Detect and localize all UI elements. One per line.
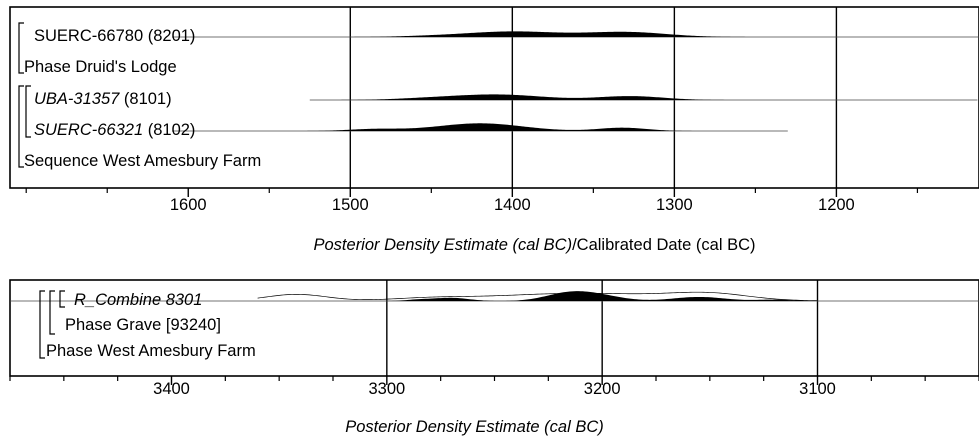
tick-label: 1300 [656, 196, 693, 214]
axis-title: Posterior Density Estimate (cal BC)/Cali… [314, 236, 756, 254]
bracket-inner [25, 85, 31, 138]
bracket-combine [59, 290, 65, 308]
axis-title-italic: Posterior Density Estimate (cal BC) [345, 418, 604, 436]
tick-label: 3100 [799, 380, 836, 398]
tick-label: 1600 [170, 196, 207, 214]
bracket-sequence [18, 85, 24, 168]
prior-outline [257, 291, 818, 302]
posterior-density [386, 291, 818, 301]
row-label: Phase West Amesbury Farm [46, 342, 256, 360]
row-label-name: Sequence West Amesbury Farm [24, 152, 261, 170]
row-label-name: UBA-31357 [34, 90, 120, 108]
row-label-name: Phase West Amesbury Farm [46, 342, 256, 360]
tick-label: 3300 [368, 380, 405, 398]
tick-label: 3200 [584, 380, 621, 398]
row-label: R_Combine 8301 [74, 291, 202, 309]
tick-label: 3400 [153, 380, 190, 398]
tick-label: 1200 [818, 196, 855, 214]
row-label-name: SUERC-66321 [34, 121, 143, 139]
row-label-name: SUERC-66780 [34, 27, 143, 45]
tick-label: 1500 [332, 196, 369, 214]
row-label-name: Phase Druid's Lodge [24, 58, 177, 76]
panel-frame [9, 6, 979, 189]
axis-title-italic: Posterior Density Estimate (cal BC) [314, 236, 573, 254]
tick-label: 1400 [494, 196, 531, 214]
row-label-name: R_Combine 8301 [74, 291, 202, 309]
axis-title: Posterior Density Estimate (cal BC) [345, 418, 604, 436]
row-label-name: Phase Grave [93240] [65, 316, 221, 334]
row-label: SUERC-66780 (8201) [34, 27, 195, 45]
density-curve [172, 31, 979, 37]
row-label: Sequence West Amesbury Farm [24, 152, 261, 170]
density-curve [172, 123, 788, 131]
density-curve [309, 94, 978, 100]
row-label: SUERC-66321 (8102) [34, 121, 195, 139]
axis-title-plain: /Calibrated Date (cal BC) [572, 236, 755, 254]
row-label: Phase Grave [93240] [65, 316, 221, 334]
bracket-phase-druids-lodge [18, 22, 24, 74]
row-label-suffix: (8201) [143, 27, 195, 45]
bracket-phase-west-amesbury [39, 290, 45, 359]
row-label: UBA-31357 (8101) [34, 90, 172, 108]
row-label: Phase Druid's Lodge [24, 58, 177, 76]
row-label-suffix: (8102) [143, 121, 195, 139]
bracket-phase-grave [49, 290, 55, 335]
row-label-suffix: (8101) [119, 90, 171, 108]
